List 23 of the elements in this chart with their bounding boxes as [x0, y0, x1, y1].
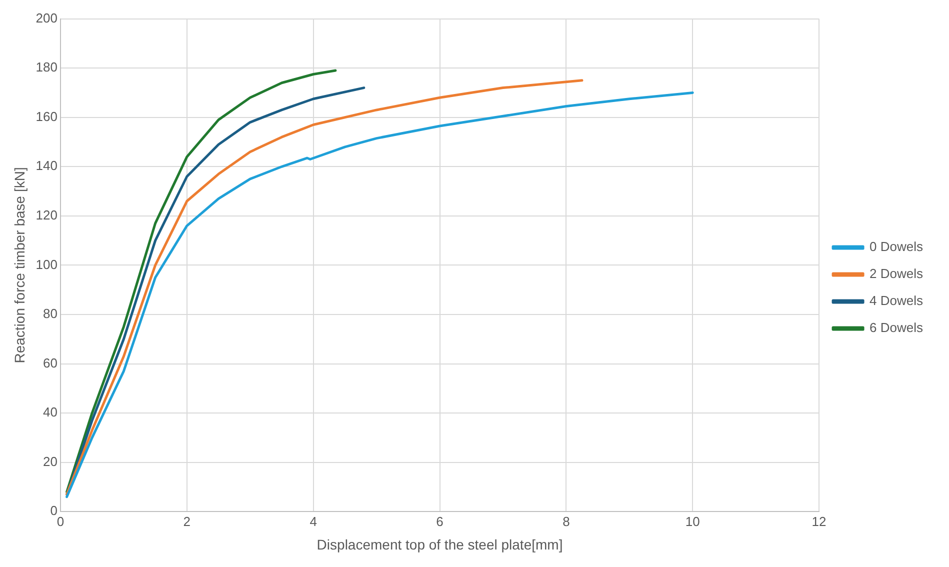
y-tick-label: 20 [43, 454, 58, 469]
y-tick-label: 160 [36, 108, 58, 124]
y-axis-title: Reaction force timber base [kN] [11, 167, 28, 364]
x-tick-label: 10 [685, 514, 700, 529]
y-tick-label: 40 [43, 404, 58, 420]
y-tick-label: 0 [50, 503, 58, 518]
x-axis-title: Displacement top of the steel plate[mm] [316, 536, 563, 552]
legend-label: 0 Dowels [870, 239, 924, 254]
x-tick-label: 2 [183, 514, 191, 529]
legend-label: 2 Dowels [870, 266, 924, 282]
y-tick-label: 100 [36, 256, 58, 272]
x-tick-label: 8 [562, 514, 570, 529]
y-tick-label: 200 [36, 10, 58, 26]
legend-label: 6 Dowels [870, 320, 924, 336]
y-tick-label: 120 [36, 208, 58, 222]
x-tick-label: 12 [812, 514, 826, 529]
y-tick-label: 140 [36, 158, 58, 174]
y-tick-label: 80 [43, 306, 58, 322]
x-tick-label: 4 [310, 514, 317, 529]
y-tick-label: 60 [43, 355, 58, 370]
y-tick-label: 180 [36, 60, 58, 75]
x-tick-label: 6 [436, 514, 444, 529]
legend-label: 4 Dowels [870, 293, 924, 308]
